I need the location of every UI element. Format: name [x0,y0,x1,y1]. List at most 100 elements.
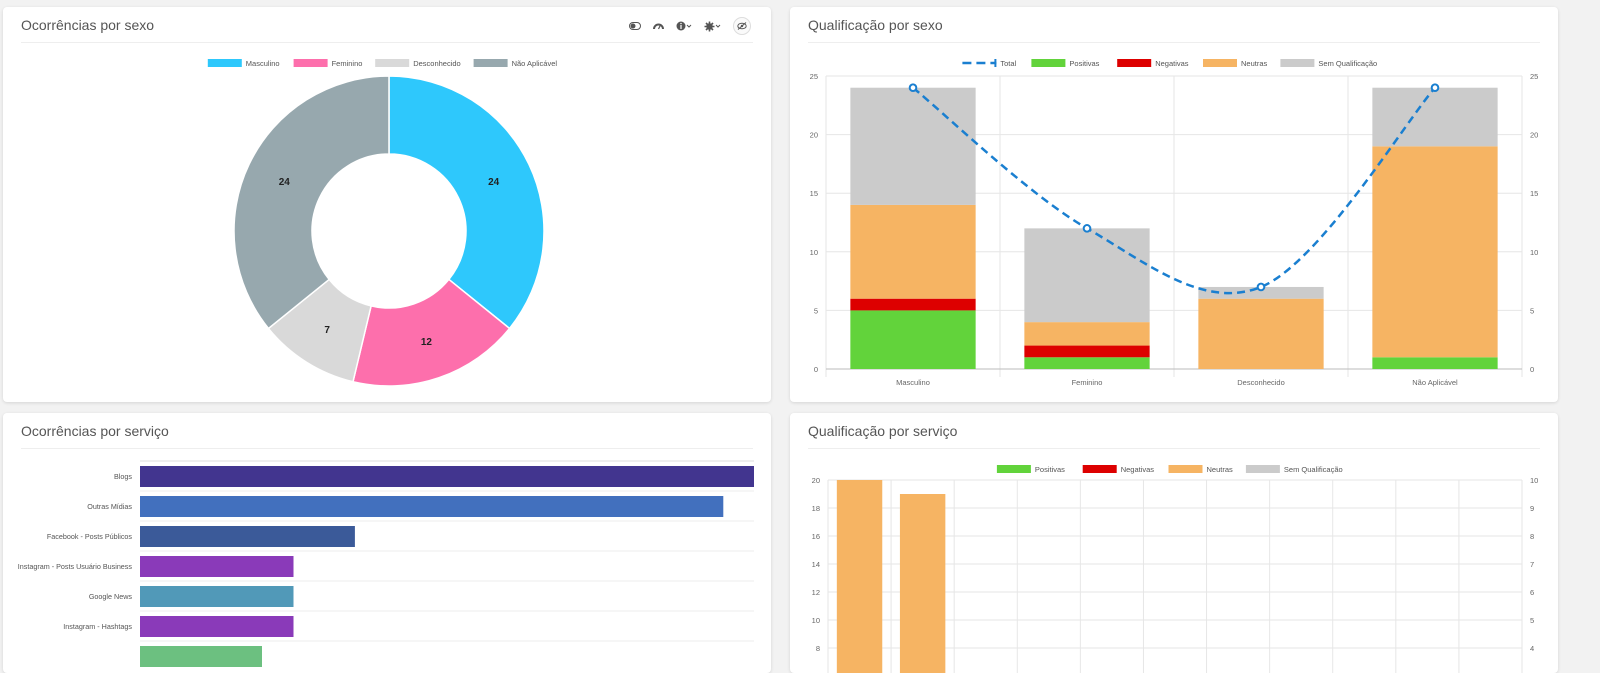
bar [140,646,262,667]
y-tick-label: 0 [814,365,818,374]
x-tick-label: Feminino [1072,378,1103,387]
legend-item: Neutras [1168,465,1234,474]
legend-item: Sem Qualificação [1280,59,1377,68]
slice-label: 7 [324,325,330,336]
y-tick-label: 10 [810,248,818,257]
bar-segment [899,494,946,673]
legend-swatch [207,59,242,67]
chevron-down-icon [686,24,692,28]
y-tick-label: Blogs [114,472,132,481]
legend-item: Total [962,59,1017,68]
info-icon[interactable] [676,21,692,31]
y-tick-label: 10 [812,616,820,625]
eye-slash-icon[interactable] [733,17,751,35]
legend-swatch [1203,59,1237,67]
total-point [1082,224,1092,233]
legend-label: Neutras [1241,59,1268,68]
bar-segment [1372,357,1498,369]
legend-item: Não Aplicável [473,59,558,68]
panel-title: Qualificação por sexo [808,17,943,33]
legend-swatch [1280,59,1315,67]
bar-segment [1198,298,1324,369]
y-tick-label: 12 [812,588,820,597]
pie-slice [233,75,390,330]
total-point [1256,282,1266,292]
bar-segment [850,87,976,205]
bar [140,556,294,577]
legend-item: Neutras [1203,59,1268,68]
bar-segment [850,298,976,311]
bar [140,496,724,517]
panel-toolbar [629,17,751,35]
x-tick-label: Não Aplicável [1412,378,1458,387]
legend-swatch [1168,465,1203,473]
x-tick-label: Masculino [896,378,930,387]
legend-label: Desconhecido [413,59,461,68]
horizontal-bar-chart: Blogs Outras Mídias Facebook - Posts Públi… [18,460,754,667]
panel-qualificacao-servico: Qualificação por serviço Positivas Negati… [790,413,1558,673]
legend-label: Neutras [1207,465,1234,474]
legend-swatch [1117,59,1152,67]
legend-swatch [1031,59,1066,67]
bar-segment [836,480,883,673]
legend-item: Feminino [293,59,362,68]
bar [140,466,754,487]
bar-segment [1024,345,1150,358]
dashboard-icon[interactable] [653,21,664,31]
y-tick-label: 14 [812,560,820,569]
y-tick-label: 15 [810,189,818,198]
y-tick-label: 4 [1530,644,1534,653]
legend-swatch [1082,465,1117,473]
x-tick-label: Desconhecido [1237,378,1285,387]
panel-title: Qualificação por serviço [808,423,958,439]
y-tick-label: 5 [1530,616,1534,625]
y-tick-label: 6 [1530,588,1534,597]
y-tick-label: Instagram - Hashtags [63,622,132,631]
y-tick-label: Facebook - Posts Públicos [47,532,132,541]
y-tick-label: Outras Mídias [87,502,132,511]
panel-divider [21,448,753,449]
y-tick-label: 20 [1530,131,1538,140]
legend-label: Não Aplicável [512,59,558,68]
y-tick-label: 5 [1530,306,1534,315]
pie-slice [388,75,545,330]
slice-label: 12 [421,337,433,348]
panel-divider [21,42,753,43]
y-tick-label: 10 [1530,476,1538,485]
panel-qualificacao-sexo: Qualificação por sexo Total Positivas Nega… [790,7,1558,402]
bar [140,586,294,607]
legend-label: Negativas [1121,465,1155,474]
y-tick-label: Instagram - Posts Usuário Business [18,562,133,571]
y-tick-label: 5 [814,306,818,315]
legend-swatch [1245,465,1280,473]
legend-item: Negativas [1082,465,1155,474]
y-tick-label: 10 [1530,248,1538,257]
bar [140,526,355,547]
legend-item: Masculino [207,59,280,68]
legend-item: Positivas [1031,59,1100,68]
y-tick-label: 0 [1530,365,1534,374]
bar-segment [1024,322,1150,346]
y-tick-label: 15 [1530,189,1538,198]
y-tick-label: 20 [812,476,820,485]
legend-item: Positivas [996,465,1065,474]
bar-segment [850,204,976,299]
bar-segment [1372,146,1498,358]
panel-ocorrencias-sexo: Ocorrências por sexo Masculino Feminino De… [3,7,771,402]
legend-label: Sem Qualificação [1318,59,1377,68]
stacked-bar-chart: Total Positivas Negativas Neutras Sem Qualif… [810,59,1538,387]
total-point [908,83,918,93]
bar-segment [1024,228,1150,323]
y-tick-label: 18 [812,504,820,513]
legend-label: Negativas [1155,59,1189,68]
slice-label: 24 [488,177,500,188]
bar-segment [1024,357,1150,369]
panel-title: Ocorrências por serviço [21,423,169,439]
slice-label: 24 [279,177,291,188]
gear-icon[interactable] [704,21,721,32]
y-tick-label: 20 [810,131,818,140]
y-tick-label: 8 [816,644,820,653]
y-tick-label: 25 [1530,72,1538,81]
total-line [912,86,1436,295]
toggle-icon[interactable] [629,22,641,30]
